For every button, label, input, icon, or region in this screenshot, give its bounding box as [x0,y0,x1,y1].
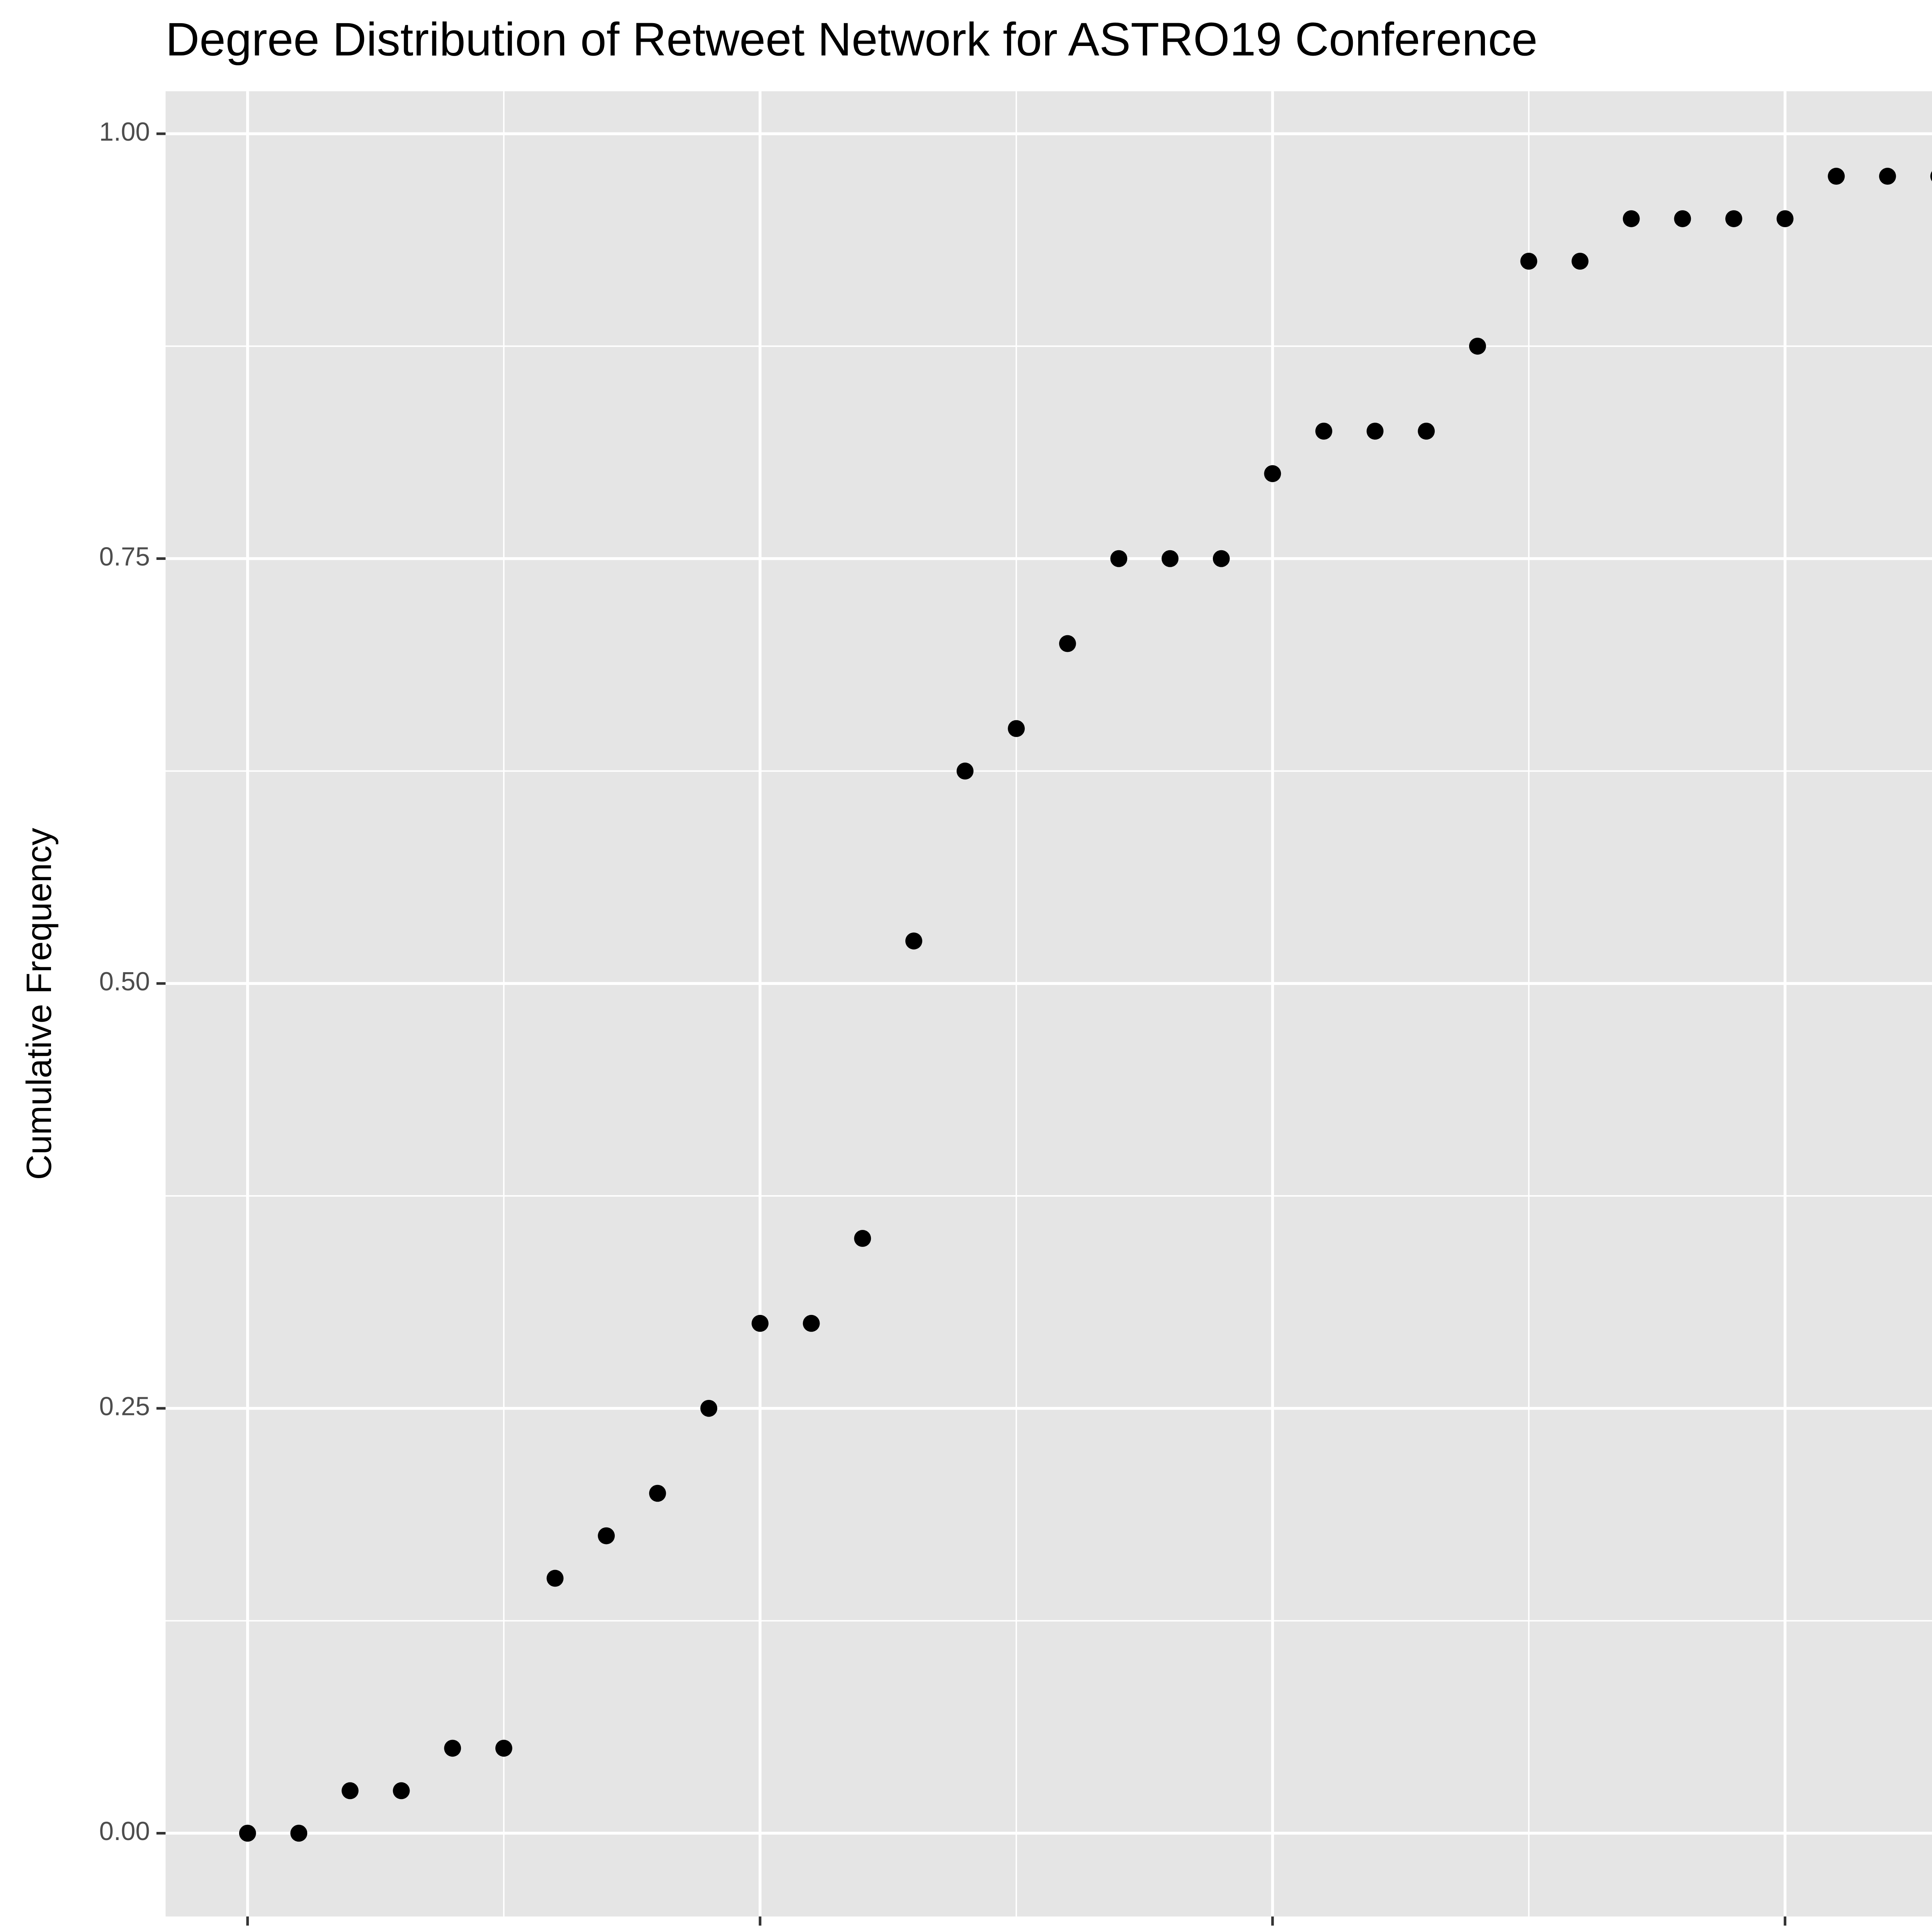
point [546,1570,564,1587]
point [1930,171,1932,182]
point [854,1230,871,1247]
y-tick-label: 1.00 [99,117,150,146]
point [1776,210,1794,227]
point [1674,210,1691,227]
point [1315,422,1332,440]
chart-title: Degree Distribution of Retweet Network f… [166,13,1538,65]
point [1110,550,1128,567]
point [1162,550,1179,567]
point [1366,422,1384,440]
point [1264,465,1281,482]
point [1418,422,1435,440]
point [752,1315,769,1332]
y-tick-label: 0.00 [99,1817,150,1846]
point [956,762,974,780]
point [1622,210,1640,227]
point [239,1825,256,1842]
point [649,1485,666,1502]
y-axis-label: Cumulative Frequency [20,828,59,1180]
point [1725,210,1742,227]
point [803,1315,820,1332]
point [393,1782,410,1799]
point [1520,253,1537,270]
point [444,1740,461,1757]
point [1828,168,1845,185]
point [495,1740,512,1757]
point [1059,635,1076,652]
y-tick-label: 0.50 [99,967,150,996]
point [1879,168,1896,185]
point [700,1400,718,1417]
point [598,1527,615,1544]
y-tick-label: 0.25 [99,1392,150,1421]
point [905,932,922,950]
plot-panel [165,91,1932,1917]
point [1213,550,1230,567]
point [1469,337,1486,355]
point [1571,253,1589,270]
point [342,1782,359,1799]
point [1008,720,1025,737]
point [290,1825,308,1842]
y-tick-label: 0.75 [99,543,150,571]
